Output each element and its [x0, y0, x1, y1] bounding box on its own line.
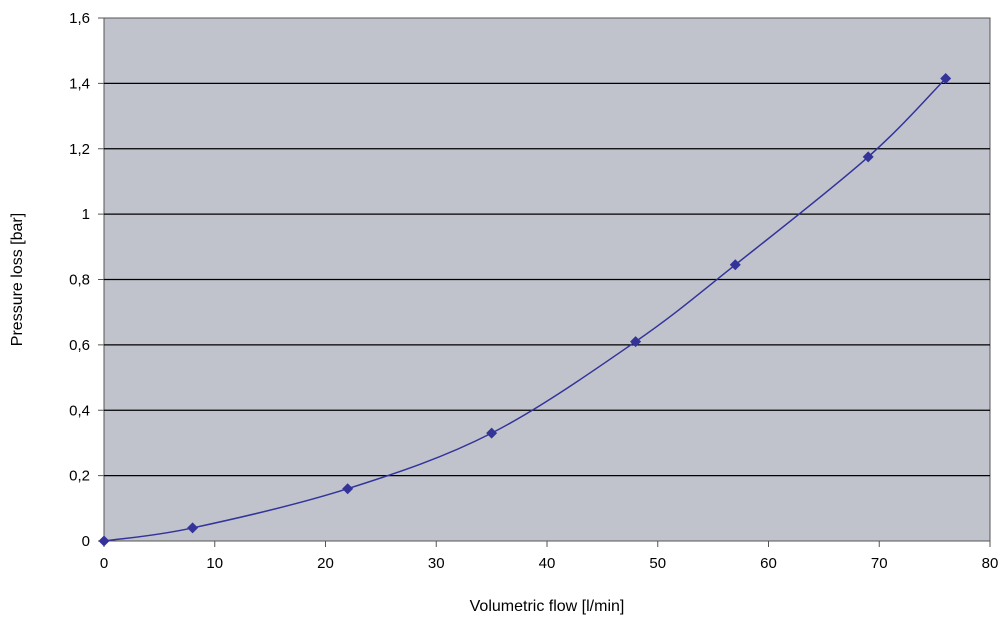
axes — [98, 17, 991, 547]
y-axis-title: Pressure loss [bar] — [9, 213, 26, 346]
y-tick-label: 0,2 — [69, 468, 90, 485]
y-tick-label: 0,8 — [69, 272, 90, 289]
tick-labels: 0 0,2 0,4 0,6 0,8 1 1,2 1,4 1,6 0 10 20 30 40 50 60 70 80 — [69, 10, 998, 572]
y-tick-label: 1,4 — [69, 75, 90, 92]
y-tick-label: 0 — [82, 533, 90, 550]
series-layer — [98, 72, 952, 547]
data-point — [862, 151, 874, 163]
data-point — [98, 535, 110, 547]
y-tick-label: 1 — [82, 206, 90, 223]
x-tick-label: 70 — [871, 555, 888, 572]
data-point — [940, 72, 952, 84]
data-point — [187, 522, 199, 534]
x-tick-label: 50 — [649, 555, 666, 572]
x-tick-label: 40 — [539, 555, 556, 572]
data-point — [486, 427, 498, 439]
data-point — [729, 259, 741, 271]
x-tick-label: 80 — [982, 555, 999, 572]
series-line — [103, 77, 947, 542]
y-tick-label: 0,4 — [69, 402, 90, 419]
x-tick-label: 0 — [100, 555, 108, 572]
y-tick-label: 1,2 — [69, 141, 90, 158]
gridlines — [104, 82, 990, 477]
y-tick-label: 1,6 — [69, 10, 90, 27]
x-tick-label: 30 — [428, 555, 445, 572]
x-tick-label: 20 — [317, 555, 334, 572]
x-axis-title: Volumetric flow [l/min] — [470, 598, 625, 615]
x-tick-label: 60 — [760, 555, 777, 572]
x-tick-label: 10 — [206, 555, 223, 572]
data-point — [630, 336, 642, 348]
y-tick-label: 0,6 — [69, 337, 90, 354]
data-point — [342, 483, 354, 495]
